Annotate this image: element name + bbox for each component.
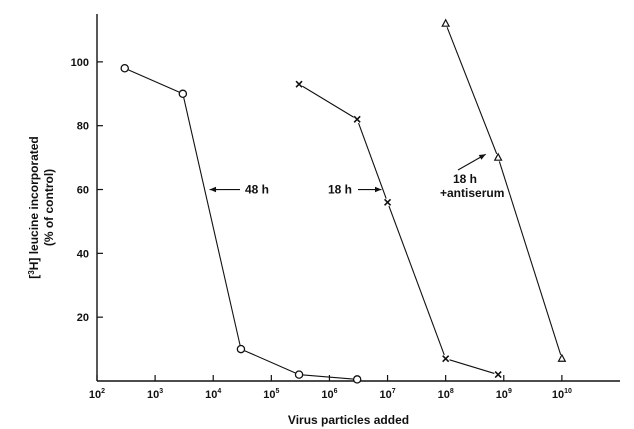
x-tick-label: 1010 [552,388,572,401]
series-3-segment [446,27,498,155]
series-3-point-triangle [557,353,567,362]
series-1-point-circle [294,370,304,379]
annotations: 48 h 18 h18 h+antiserum [209,153,504,200]
annotation-48h-label: 48 h [245,183,269,197]
annotation-18h-label: 18 h [328,183,352,197]
series-2-point-cross [494,371,502,379]
svg-text:[3H] leucine incorporated: [3H] leucine incorporated [27,136,41,278]
y-tick-label: 60 [77,185,89,197]
series-2-segment [388,205,445,356]
annotation-48h-arrow [209,186,240,193]
series-lines [128,27,562,380]
svg-text:(% of control): (% of control) [42,169,56,246]
series-3-point-triangle [493,152,503,161]
series-1-segment [128,69,180,93]
series-3-segment [498,161,562,356]
annotation-18h-arrow [358,186,382,193]
series-1-point-circle [178,89,188,99]
y-tick-label: 100 [71,57,89,69]
series-2-point-cross [353,115,361,123]
x-tick-label: 108 [438,388,454,401]
series-1-point-circle [120,64,129,73]
y-ticks: 20 40 60 80 100 [71,57,103,324]
x-tick-label: 104 [205,388,221,401]
annotation-antiserum-arrow [457,153,486,171]
series-1-segment [303,374,354,380]
x-tick-label: 105 [263,388,279,401]
y-axis-title: [3H] leucine incorporated (% of control) [27,136,56,278]
x-tick-label: 106 [321,388,337,401]
series-1-segment [244,350,296,374]
x-tick-label: 107 [379,388,395,401]
series-3-point-triangle [441,18,451,27]
y-tick-label: 40 [77,248,89,260]
series-1-segment [183,97,241,346]
annotation-antiserum-label-1: 18 h [453,172,477,186]
series-2-point-cross [295,80,303,88]
axes [96,14,620,382]
y-tick-label: 80 [77,121,89,133]
series-2-point-cross [442,355,450,363]
series-2-segment [449,359,495,374]
x-ticks: 102 103 104 105 106 107 108 109 1010 [89,375,572,401]
series-markers [120,18,567,384]
series-2-segment [302,85,355,118]
y-tick-label: 20 [77,312,89,324]
x-tick-label: 109 [496,388,512,401]
series-2-point-cross [383,198,392,206]
x-axis-title: Virus particles added [288,413,409,427]
annotation-antiserum-label-2: +antiserum [440,186,504,200]
series-1-point-circle [352,375,362,384]
series-1-point-circle [236,344,246,354]
x-tick-label: 103 [147,388,163,401]
series-2-segment [358,122,387,199]
x-tick-label: 102 [89,388,105,401]
